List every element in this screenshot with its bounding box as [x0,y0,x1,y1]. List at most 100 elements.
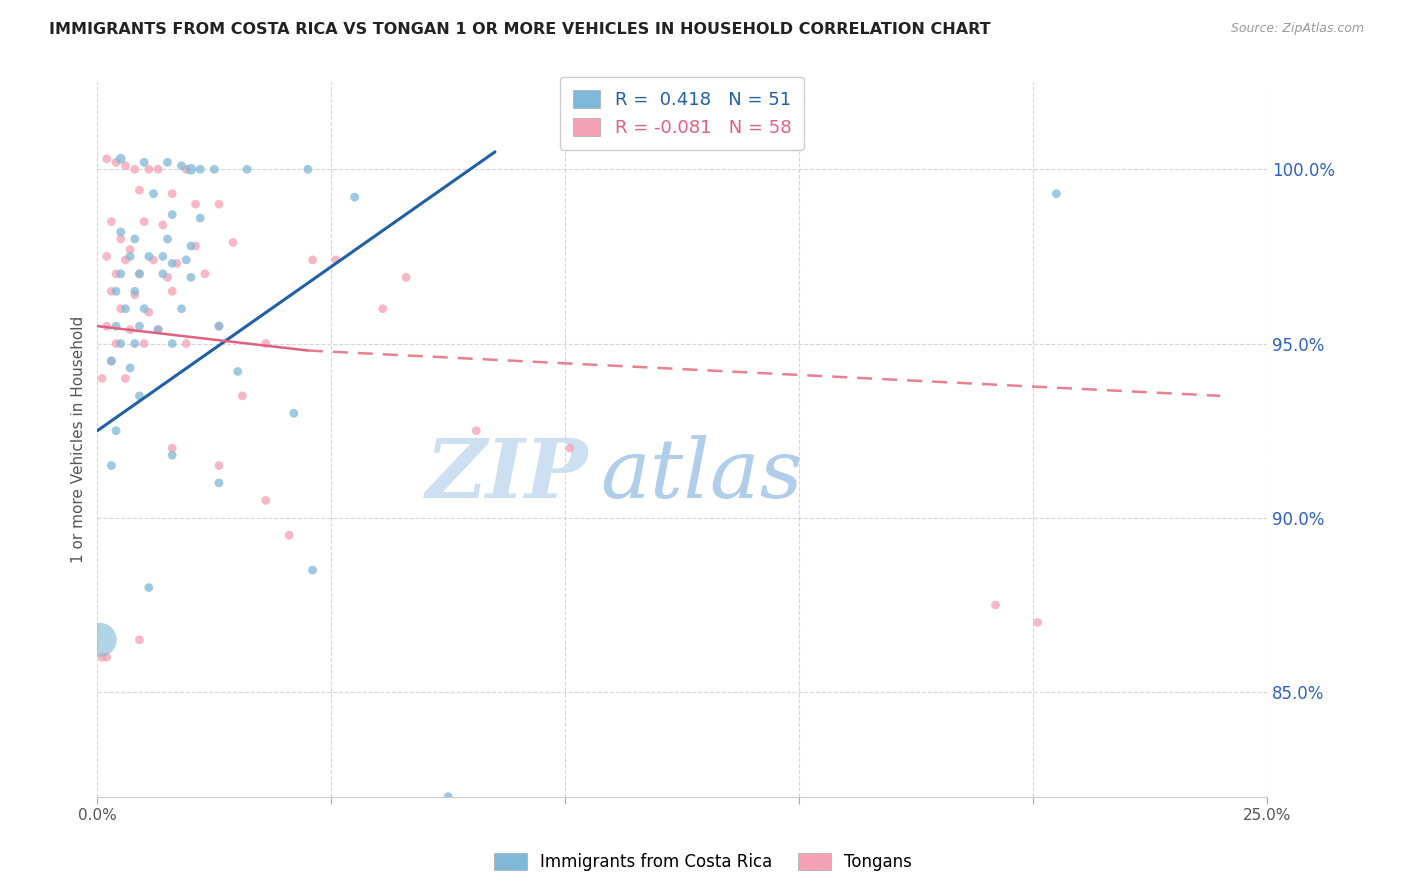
Point [124,232,146,246]
Point [208,475,231,490]
Legend: R =  0.418   N = 51, R = -0.081   N = 58: R = 0.418 N = 51, R = -0.081 N = 58 [561,77,804,150]
Point [124,336,146,351]
Point [184,239,207,253]
Point [174,162,197,177]
Point [96,152,118,166]
Point [114,371,136,385]
Point [124,162,146,177]
Text: atlas: atlas [600,435,803,516]
Point [128,319,150,334]
Point [371,301,394,316]
Point [114,159,136,173]
Point [343,190,366,204]
Point [100,354,122,368]
Point [146,162,169,177]
Point [110,267,132,281]
Point [114,252,136,267]
Point [134,301,156,316]
Point [160,186,183,201]
Point [301,563,323,577]
Point [146,323,169,337]
Point [152,249,174,263]
Point [465,424,488,438]
Point [138,162,160,177]
Point [180,239,202,253]
Point [166,256,188,270]
Point [174,336,197,351]
Point [160,285,183,299]
Point [160,448,183,462]
Point [120,243,142,257]
Point [114,301,136,316]
Point [91,650,114,665]
Point [142,252,165,267]
Point [160,441,183,455]
Point [984,598,1007,612]
Point [142,186,165,201]
Point [301,252,323,267]
Point [156,270,179,285]
Point [110,152,132,166]
Point [208,319,231,334]
Point [100,354,122,368]
Text: Source: ZipAtlas.com: Source: ZipAtlas.com [1230,22,1364,36]
Point [180,270,202,285]
Point [202,162,225,177]
Point [105,267,128,281]
Point [152,267,174,281]
Point [236,162,259,177]
Point [160,336,183,351]
Point [96,319,118,334]
Point [283,406,305,420]
Point [278,528,301,542]
Point [100,214,122,228]
Point [325,252,347,267]
Point [134,214,156,228]
Point [105,319,128,334]
Point [208,458,231,473]
Point [128,632,150,647]
Point [110,301,132,316]
Text: ZIP: ZIP [426,435,589,516]
Point [254,493,277,508]
Point [128,267,150,281]
Point [152,218,174,232]
Point [120,323,142,337]
Point [105,285,128,299]
Point [110,336,132,351]
Point [105,336,128,351]
Point [222,235,245,250]
Point [180,162,202,177]
Y-axis label: 1 or more Vehicles in Household: 1 or more Vehicles in Household [72,316,86,563]
Point [138,305,160,319]
Point [91,371,114,385]
Point [134,155,156,169]
Point [124,285,146,299]
Point [208,319,231,334]
Point [160,208,183,222]
Point [124,287,146,301]
Point [174,252,197,267]
Point [128,267,150,281]
Point [96,650,118,665]
Legend: Immigrants from Costa Rica, Tongans: Immigrants from Costa Rica, Tongans [485,845,921,880]
Point [138,581,160,595]
Point [170,159,193,173]
Point [297,162,319,177]
Point [231,389,253,403]
Point [156,232,179,246]
Point [156,155,179,169]
Point [100,285,122,299]
Point [110,225,132,239]
Point [120,361,142,376]
Point [138,249,160,263]
Point [184,197,207,211]
Point [254,336,277,351]
Point [226,364,249,378]
Point [134,336,156,351]
Point [1045,186,1067,201]
Point [96,249,118,263]
Point [208,197,231,211]
Point [194,267,217,281]
Point [395,270,418,285]
